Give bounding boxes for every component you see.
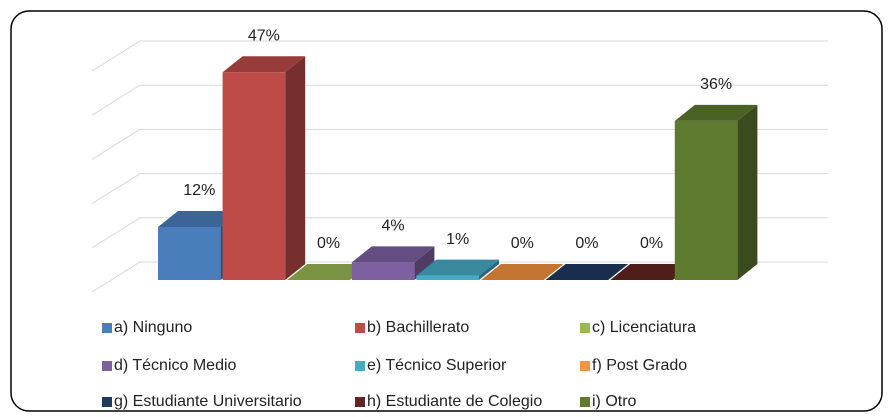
bar-top xyxy=(158,210,241,227)
legend-swatch xyxy=(102,323,112,333)
legend-swatch xyxy=(355,323,365,333)
bar-side xyxy=(737,104,758,280)
legend-label: a) Ninguno xyxy=(114,319,192,336)
bar-top xyxy=(545,264,629,280)
bar-top xyxy=(351,246,435,263)
grid-line xyxy=(91,128,828,160)
legend-label: h) Estudiante de Colegio xyxy=(367,393,542,410)
data-label: 0% xyxy=(640,235,663,252)
data-label: 47% xyxy=(248,27,280,44)
bar xyxy=(674,120,738,280)
grid-line xyxy=(91,40,828,72)
bar-side xyxy=(414,246,435,280)
legend-label: f) Post Grado xyxy=(592,357,687,374)
legend-label: i) Otro xyxy=(592,393,637,410)
legend-label: g) Estudiante Universitario xyxy=(114,393,302,410)
bar-top xyxy=(222,56,306,73)
bar xyxy=(222,72,286,280)
legend-swatch xyxy=(355,397,365,407)
grid-line xyxy=(91,217,828,249)
data-label: 4% xyxy=(382,218,405,235)
legend-swatch xyxy=(102,361,112,371)
legend-swatch xyxy=(580,361,590,371)
bar-top xyxy=(610,264,693,280)
grid-line xyxy=(91,261,828,293)
grid-line xyxy=(91,84,828,116)
legend-swatch xyxy=(355,361,365,371)
legend-swatch xyxy=(580,397,590,407)
legend-label: e) Técnico Superior xyxy=(367,357,507,374)
data-label: 0% xyxy=(511,235,534,252)
grid-line xyxy=(91,173,828,205)
data-label: 0% xyxy=(575,235,598,252)
data-label: 0% xyxy=(317,235,340,252)
legend-label: b) Bachillerato xyxy=(367,319,469,336)
bar-top xyxy=(481,264,564,280)
data-label: 1% xyxy=(446,231,469,248)
bar xyxy=(158,226,221,280)
bar-top xyxy=(287,264,370,280)
legend-label: c) Licenciatura xyxy=(592,319,696,336)
legend-swatch xyxy=(102,397,112,407)
bar-top xyxy=(416,259,499,276)
data-label: 12% xyxy=(183,182,215,199)
bar-side xyxy=(479,259,499,280)
bar xyxy=(351,262,415,280)
bar xyxy=(416,275,479,280)
bar-top xyxy=(674,104,758,121)
bar-side xyxy=(285,56,306,281)
legend-swatch xyxy=(580,323,590,333)
data-label: 36% xyxy=(700,76,732,93)
legend-label: d) Técnico Medio xyxy=(114,357,237,374)
